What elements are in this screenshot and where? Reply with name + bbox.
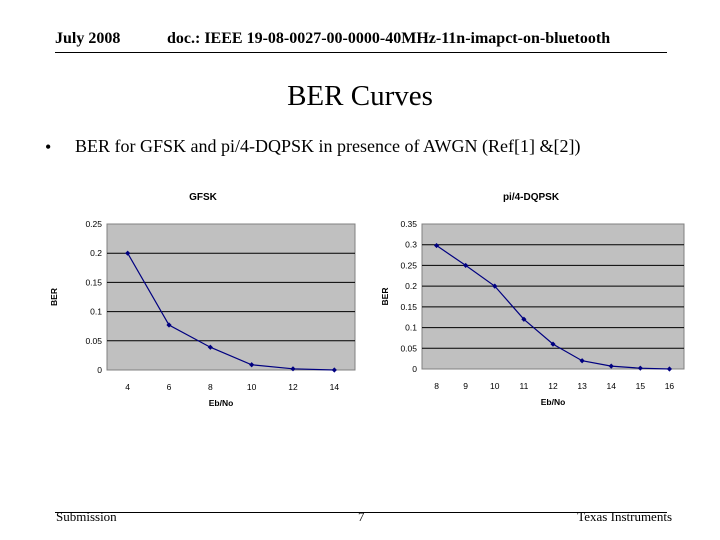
y-tick-label: 0.1	[90, 307, 102, 317]
data-point	[666, 366, 673, 372]
y-tick-label: 0.25	[400, 260, 417, 270]
y-tick-label: 0.1	[405, 323, 417, 333]
y-axis-label: BER	[49, 288, 59, 306]
plot-area	[421, 223, 685, 370]
footer-rule	[55, 512, 667, 513]
footer-company: Texas Instruments	[577, 509, 672, 524]
x-tick-label: 11	[519, 381, 528, 391]
y-tick-label: 0.15	[85, 277, 102, 287]
chart-title: GFSK	[189, 192, 218, 203]
data-point	[207, 344, 213, 350]
bullet-text: BER for GFSK and pi/4-DQPSK in presence …	[75, 136, 581, 156]
x-tick-label: 16	[665, 381, 675, 391]
x-tick-label: 10	[247, 382, 257, 392]
header-date: July 2008	[55, 30, 121, 47]
bullet-marker: •	[45, 137, 52, 157]
y-tick-label: 0.2	[405, 281, 417, 291]
x-tick-label: 6	[167, 382, 172, 392]
data-point	[637, 365, 643, 371]
x-axis-label: Eb/No	[209, 398, 234, 408]
x-tick-label: 4	[125, 382, 130, 392]
y-tick-label: 0.3	[405, 240, 417, 250]
data-point	[331, 367, 337, 373]
x-tick-label: 13	[577, 381, 587, 391]
y-tick-label: 0	[412, 364, 417, 374]
header-doc-id: doc.: IEEE 19-08-0027-00-0000-40MHz-11n-…	[167, 30, 611, 47]
footer-submission: Submission	[56, 509, 117, 524]
y-axis-label: BER	[380, 288, 390, 306]
y-tick-label: 0	[97, 365, 102, 375]
x-tick-label: 12	[288, 382, 298, 392]
y-tick-label: 0.05	[400, 343, 417, 353]
y-tick-label: 0.2	[90, 248, 102, 258]
x-tick-label: 14	[330, 382, 340, 392]
x-tick-label: 14	[606, 381, 616, 391]
x-tick-label: 9	[463, 381, 468, 391]
y-tick-label: 0.15	[400, 302, 417, 312]
series-line	[127, 252, 335, 371]
x-tick-label: 10	[490, 381, 500, 391]
header-rule	[55, 52, 667, 53]
x-tick-label: 12	[548, 381, 558, 391]
footer-page-number: 7	[358, 509, 365, 524]
x-tick-label: 8	[434, 381, 439, 391]
gfsk-ber-chart: 0 0.05 0.1 0.15 0.2 0.25 4 6 8 10 12 14 GFSK Eb/No BER	[49, 192, 356, 408]
y-tick-label: 0.05	[85, 336, 102, 346]
y-tick-label: 0.35	[400, 219, 417, 229]
dqpsk-ber-chart: 0 0.05 0.1 0.15 0.2 0.25 0.3 0.35 8 9 10 11 12 13 14 15…	[380, 192, 685, 407]
data-point	[125, 250, 131, 256]
x-tick-label: 8	[208, 382, 213, 392]
slide-title: BER Curves	[287, 80, 433, 112]
plot-area	[106, 223, 356, 371]
y-tick-label: 0.25	[85, 219, 102, 229]
chart-title: pi/4-DQPSK	[503, 192, 560, 203]
x-tick-label: 15	[636, 381, 646, 391]
x-axis-label: Eb/No	[541, 397, 566, 407]
data-point	[290, 366, 296, 372]
